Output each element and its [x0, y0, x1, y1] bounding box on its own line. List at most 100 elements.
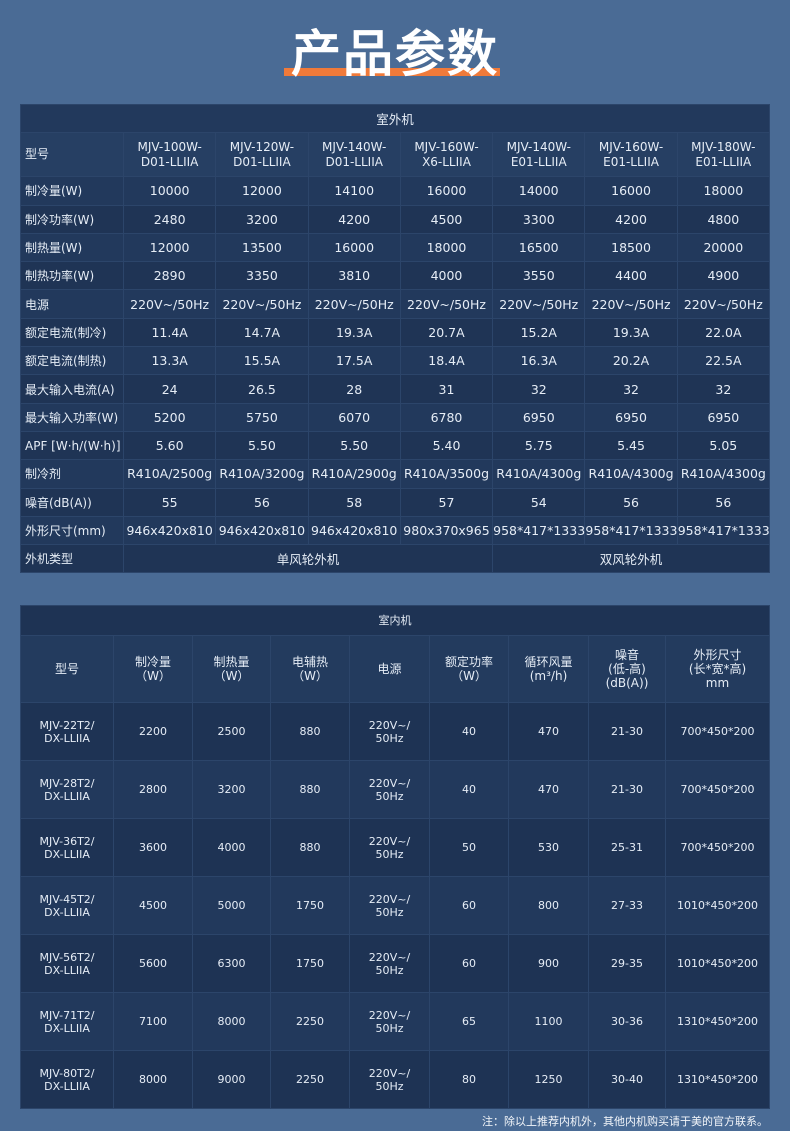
row-label: 外机类型	[20, 544, 124, 574]
value-cell: 4200	[584, 204, 678, 234]
value-cell: 1010*450*200	[665, 934, 770, 993]
value-cell: 25-31	[588, 818, 666, 877]
row-label: 制冷功率(W)	[20, 204, 124, 234]
value-cell: 220V~/50Hz	[349, 818, 430, 877]
value-cell: 15.5A	[215, 346, 309, 376]
value-cell: 5.05	[676, 430, 771, 461]
table-row: 外形尺寸(mm) 946x420x810 946x420x810 946x420x81…	[20, 515, 771, 546]
value-cell: 15.2A	[492, 317, 586, 348]
value-cell: 30-40	[588, 1050, 666, 1109]
value-cell: 2250	[270, 1050, 350, 1109]
cell-line: E01-LLIIA	[510, 154, 567, 169]
value-cell: 220V~/50Hz	[349, 992, 430, 1051]
value-cell: 20000	[676, 232, 771, 263]
value-cell: 10000	[122, 176, 217, 206]
cell-line: D01-LLIIA	[140, 154, 199, 169]
value-cell: 19.3A	[584, 317, 678, 348]
value-cell: 946x420x810	[307, 515, 401, 546]
cell-line: MJV-180W-	[691, 139, 756, 154]
outdoor-unit-table: 室外机 型号 MJV-100W- D01-LLIIA MJV-120W- D01-LLII…	[20, 103, 771, 574]
column-header: 电源	[349, 635, 430, 703]
value-cell: 22.5A	[676, 346, 771, 376]
cell-line: DX-LLIIA	[44, 789, 90, 803]
value-cell: 1750	[270, 934, 350, 993]
value-cell: 4500	[113, 876, 193, 935]
model-cell: MJV-160W- E01-LLIIA	[584, 132, 678, 178]
cell-line: 220V~/	[368, 834, 411, 848]
cell-line: MJV-140W-	[322, 139, 387, 154]
cell-line: D01-LLIIA	[233, 154, 291, 169]
value-cell: 3350	[215, 261, 309, 291]
value-cell: 65	[429, 992, 509, 1051]
value-cell: 220V~/50Hz	[349, 1050, 430, 1109]
value-cell: 56	[584, 487, 678, 517]
value-cell: 958*417*1333	[584, 515, 678, 546]
column-header: 制热量 （W）	[192, 635, 271, 703]
value-cell: R410A/2900g	[307, 459, 401, 489]
table-row: 外机类型 单风轮外机 双风轮外机	[20, 544, 770, 574]
table-row: 制冷功率(W) 2480 3200 4200 4500 3300 4200 4800	[20, 204, 771, 234]
value-cell: 4200	[307, 204, 401, 234]
row-label: 外形尺寸(mm)	[20, 515, 124, 546]
value-cell: 14.7A	[215, 317, 309, 348]
outdoor-caption: 室外机	[20, 103, 770, 134]
value-cell: 30-36	[588, 992, 666, 1051]
value-cell: 5.45	[584, 430, 678, 461]
value-cell: 1010*450*200	[665, 876, 770, 935]
value-cell: R410A/4300g	[584, 459, 678, 489]
cell-line: (长*宽*高)	[688, 662, 747, 676]
value-cell: 470	[508, 702, 589, 761]
value-cell: 700*450*200	[665, 818, 770, 877]
column-header: 电辅热 （W）	[270, 635, 350, 703]
value-cell: 3200	[215, 204, 309, 234]
value-cell: 958*417*1333	[676, 515, 771, 546]
cell-line: （W）	[292, 669, 328, 683]
value-cell: 2800	[113, 760, 193, 819]
cell-line: （W）	[135, 669, 171, 683]
value-cell: 16.3A	[492, 346, 586, 376]
value-cell: 57	[399, 487, 494, 517]
cell-line: 外形尺寸	[693, 648, 742, 662]
table-row: APF [W·h/(W·h)] 5.60 5.50 5.50 5.40 5.75 5.45 5…	[20, 430, 771, 461]
cell-line: DX-LLIIA	[44, 1079, 90, 1093]
cell-line: 50Hz	[375, 1079, 404, 1093]
value-cell: 5600	[113, 934, 193, 993]
value-cell: 17.5A	[307, 346, 401, 376]
cell-line: MJV-22T2/	[39, 718, 95, 732]
cell-line: MJV-45T2/	[39, 892, 95, 906]
value-cell: 40	[429, 702, 509, 761]
table-row: 噪音(dB(A)) 55 56 58 57 54 56 56	[20, 487, 771, 517]
cell-line: 制冷量	[134, 655, 171, 669]
value-cell: 16000	[399, 176, 494, 206]
row-label: 额定电流(制热)	[20, 346, 124, 376]
value-cell: 700*450*200	[665, 702, 770, 761]
value-cell: 80	[429, 1050, 509, 1109]
value-cell: 800	[508, 876, 589, 935]
cell-line: 220V~/	[368, 776, 411, 790]
table-row: MJV-36T2/DX-LLIIA 3600 4000 880 220V~/50Hz 50…	[20, 818, 770, 877]
value-cell: MJV-45T2/DX-LLIIA	[20, 876, 114, 935]
cell-line: （W）	[451, 669, 487, 683]
value-cell: 2890	[122, 261, 217, 291]
value-cell: 50	[429, 818, 509, 877]
cell-line: 220V~/	[368, 892, 411, 906]
cell-line: 噪音	[614, 648, 639, 662]
value-cell: R410A/3200g	[215, 459, 309, 489]
value-cell: 3300	[492, 204, 586, 234]
cell-line: MJV-36T2/	[39, 834, 95, 848]
model-cell: MJV-100W- D01-LLIIA	[122, 132, 217, 178]
value-cell: 1750	[270, 876, 350, 935]
cell-line: 50Hz	[375, 789, 404, 803]
value-cell: 54	[492, 487, 586, 517]
value-cell: 56	[215, 487, 309, 517]
row-label: 型号	[20, 132, 124, 178]
value-cell: 880	[270, 702, 350, 761]
value-cell: 58	[307, 487, 401, 517]
column-header: 制冷量 （W）	[113, 635, 193, 703]
table-row: MJV-45T2/DX-LLIIA 4500 5000 1750 220V~/50Hz 6…	[20, 876, 770, 935]
value-cell: 900	[508, 934, 589, 993]
cell-line: E01-LLIIA	[695, 154, 752, 169]
value-cell: 40	[429, 760, 509, 819]
value-cell: 220V~/50Hz	[122, 289, 217, 319]
value-cell: 14000	[492, 176, 586, 206]
